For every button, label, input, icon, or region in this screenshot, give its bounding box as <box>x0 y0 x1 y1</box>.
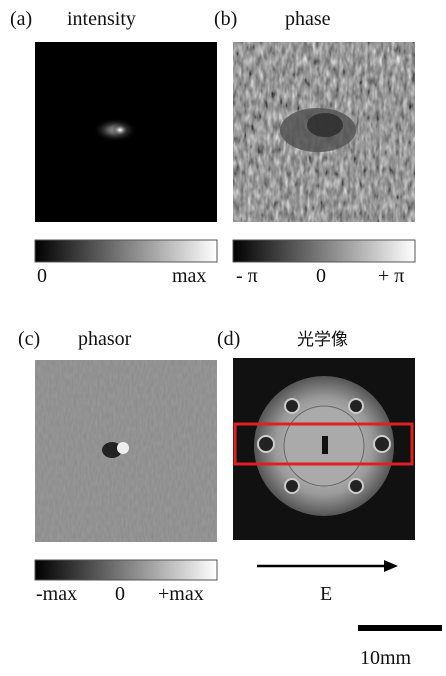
colorbar-label: - π <box>236 265 258 287</box>
colorbar <box>233 240 415 262</box>
panel-title: 光学像 <box>297 330 348 350</box>
phase-core <box>307 113 343 137</box>
panel-title: phase <box>285 8 331 30</box>
arrow-label: E <box>320 583 332 605</box>
colorbar <box>35 560 217 580</box>
colorbar <box>35 240 217 262</box>
scale-label: 10mm <box>360 647 412 669</box>
phasor-light <box>117 442 129 454</box>
colorbar-label: + π <box>378 265 404 287</box>
panel-label: (c) <box>18 328 40 350</box>
figure: (a) intensity 0 max (b) phase - π 0 + π … <box>0 0 446 671</box>
panel-label: (d) <box>217 328 240 350</box>
panel-label: (a) <box>10 8 32 30</box>
photo-slot <box>322 436 328 454</box>
colorbar-label: +max <box>158 583 204 605</box>
intensity-spot <box>112 124 128 136</box>
colorbar-label: 0 <box>316 265 326 287</box>
arrow-head <box>384 560 398 572</box>
scale-bar <box>358 625 442 631</box>
panel-title: phasor <box>78 328 132 350</box>
colorbar-label: -max <box>36 583 77 605</box>
colorbar-label: 0 <box>37 265 47 287</box>
panel-title: intensity <box>67 8 136 30</box>
colorbar-label: max <box>172 265 206 287</box>
colorbar-label: 0 <box>115 583 125 605</box>
panel-label: (b) <box>214 8 237 30</box>
